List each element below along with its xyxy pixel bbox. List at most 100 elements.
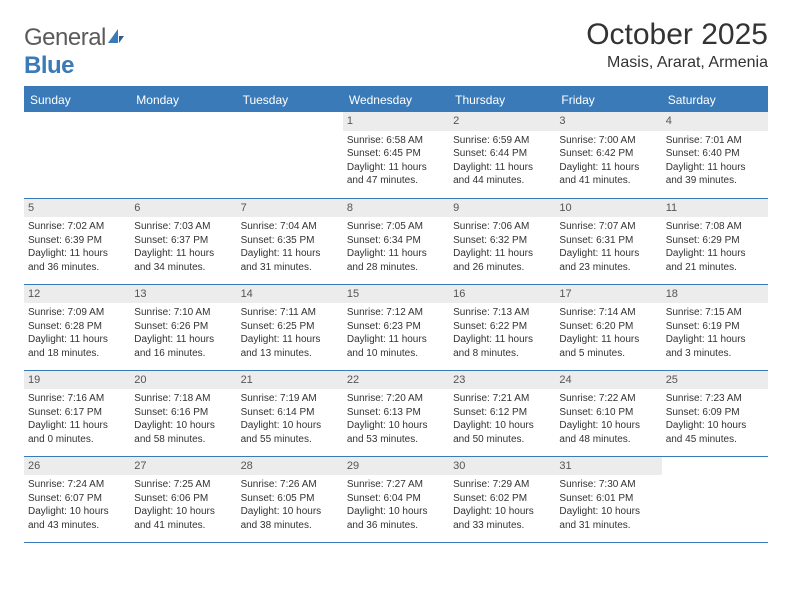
sunset-line: Sunset: 6:09 PM [666,406,764,420]
calendar-cell: 30Sunrise: 7:29 AMSunset: 6:02 PMDayligh… [449,456,555,542]
title-block: October 2025 Masis, Ararat, Armenia [586,18,768,72]
sunrise-line: Sunrise: 7:23 AM [666,392,764,406]
sunrise-line: Sunrise: 7:06 AM [453,220,551,234]
daylight-line: Daylight: 10 hours and 53 minutes. [347,419,445,446]
sunrise-line: Sunrise: 7:18 AM [134,392,232,406]
sunrise-line: Sunrise: 7:00 AM [559,134,657,148]
sunset-line: Sunset: 6:44 PM [453,147,551,161]
day-number: 27 [130,457,236,476]
calendar-row: 19Sunrise: 7:16 AMSunset: 6:17 PMDayligh… [24,370,768,456]
day-number: 29 [343,457,449,476]
calendar-row: 1Sunrise: 6:58 AMSunset: 6:45 PMDaylight… [24,112,768,198]
logo-word-b: Blue [24,52,74,79]
sunrise-line: Sunrise: 7:13 AM [453,306,551,320]
sunset-line: Sunset: 6:28 PM [28,320,126,334]
sunrise-line: Sunrise: 7:16 AM [28,392,126,406]
sunset-line: Sunset: 6:19 PM [666,320,764,334]
sunset-line: Sunset: 6:10 PM [559,406,657,420]
calendar-cell: 10Sunrise: 7:07 AMSunset: 6:31 PMDayligh… [555,198,661,284]
day-number: 4 [662,112,768,131]
daylight-line: Daylight: 10 hours and 41 minutes. [134,505,232,532]
page-title: October 2025 [586,18,768,52]
sunset-line: Sunset: 6:01 PM [559,492,657,506]
day-number: 26 [24,457,130,476]
daylight-line: Daylight: 11 hours and 36 minutes. [28,247,126,274]
sunrise-line: Sunrise: 7:27 AM [347,478,445,492]
sunset-line: Sunset: 6:06 PM [134,492,232,506]
day-number: 30 [449,457,555,476]
sunrise-line: Sunrise: 7:21 AM [453,392,551,406]
sunrise-line: Sunrise: 7:07 AM [559,220,657,234]
daylight-line: Daylight: 11 hours and 41 minutes. [559,161,657,188]
calendar-cell: 19Sunrise: 7:16 AMSunset: 6:17 PMDayligh… [24,370,130,456]
logo-sail-icon [106,24,126,52]
daylight-line: Daylight: 11 hours and 8 minutes. [453,333,551,360]
day-number: 5 [24,199,130,218]
daylight-line: Daylight: 10 hours and 48 minutes. [559,419,657,446]
daylight-line: Daylight: 11 hours and 39 minutes. [666,161,764,188]
day-number: 15 [343,285,449,304]
sunrise-line: Sunrise: 7:11 AM [241,306,339,320]
day-number: 10 [555,199,661,218]
sunset-line: Sunset: 6:45 PM [347,147,445,161]
header: GeneralBlue October 2025 Masis, Ararat, … [24,18,768,80]
day-number: 2 [449,112,555,131]
sunrise-line: Sunrise: 7:14 AM [559,306,657,320]
day-number: 8 [343,199,449,218]
calendar-cell: 6Sunrise: 7:03 AMSunset: 6:37 PMDaylight… [130,198,236,284]
day-number: 20 [130,371,236,390]
sunrise-line: Sunrise: 7:25 AM [134,478,232,492]
day-header: Saturday [662,87,768,112]
day-number: 3 [555,112,661,131]
location-text: Masis, Ararat, Armenia [586,54,768,72]
daylight-line: Daylight: 10 hours and 38 minutes. [241,505,339,532]
sunrise-line: Sunrise: 7:02 AM [28,220,126,234]
calendar-cell: 24Sunrise: 7:22 AMSunset: 6:10 PMDayligh… [555,370,661,456]
sunset-line: Sunset: 6:07 PM [28,492,126,506]
sunset-line: Sunset: 6:26 PM [134,320,232,334]
day-number: 13 [130,285,236,304]
sunset-line: Sunset: 6:23 PM [347,320,445,334]
calendar-row: 5Sunrise: 7:02 AMSunset: 6:39 PMDaylight… [24,198,768,284]
logo-word-a: General [24,24,106,51]
day-number: 17 [555,285,661,304]
daylight-line: Daylight: 11 hours and 28 minutes. [347,247,445,274]
sunset-line: Sunset: 6:22 PM [453,320,551,334]
day-number: 9 [449,199,555,218]
day-number: 18 [662,285,768,304]
sunset-line: Sunset: 6:29 PM [666,234,764,248]
sunrise-line: Sunrise: 7:05 AM [347,220,445,234]
day-header: Thursday [449,87,555,112]
day-header: Tuesday [237,87,343,112]
day-header: Monday [130,87,236,112]
calendar-cell: 12Sunrise: 7:09 AMSunset: 6:28 PMDayligh… [24,284,130,370]
daylight-line: Daylight: 10 hours and 50 minutes. [453,419,551,446]
calendar-cell: 21Sunrise: 7:19 AMSunset: 6:14 PMDayligh… [237,370,343,456]
calendar-cell: 17Sunrise: 7:14 AMSunset: 6:20 PMDayligh… [555,284,661,370]
calendar-cell: 18Sunrise: 7:15 AMSunset: 6:19 PMDayligh… [662,284,768,370]
calendar-cell: 8 Sunrise: 7:05 AMSunset: 6:34 PMDaylight… [343,198,449,284]
sunset-line: Sunset: 6:34 PM [347,234,445,248]
daylight-line: Daylight: 11 hours and 18 minutes. [28,333,126,360]
sunrise-line: Sunrise: 7:08 AM [666,220,764,234]
calendar-cell: 16Sunrise: 7:13 AMSunset: 6:22 PMDayligh… [449,284,555,370]
daylight-line: Daylight: 11 hours and 23 minutes. [559,247,657,274]
day-number: 25 [662,371,768,390]
daylight-line: Daylight: 11 hours and 21 minutes. [666,247,764,274]
daylight-line: Daylight: 11 hours and 5 minutes. [559,333,657,360]
calendar-cell: 26Sunrise: 7:24 AMSunset: 6:07 PMDayligh… [24,456,130,542]
calendar-cell [130,112,236,198]
daylight-line: Daylight: 11 hours and 10 minutes. [347,333,445,360]
calendar-cell: 1Sunrise: 6:58 AMSunset: 6:45 PMDaylight… [343,112,449,198]
daylight-line: Daylight: 11 hours and 3 minutes. [666,333,764,360]
day-number: 31 [555,457,661,476]
calendar-table: SundayMondayTuesdayWednesdayThursdayFrid… [24,86,768,543]
day-number: 22 [343,371,449,390]
daylight-line: Daylight: 10 hours and 55 minutes. [241,419,339,446]
calendar-cell: 3Sunrise: 7:00 AMSunset: 6:42 PMDaylight… [555,112,661,198]
sunset-line: Sunset: 6:39 PM [28,234,126,248]
calendar-head: SundayMondayTuesdayWednesdayThursdayFrid… [24,87,768,112]
day-header: Friday [555,87,661,112]
sunrise-line: Sunrise: 7:26 AM [241,478,339,492]
sunrise-line: Sunrise: 7:24 AM [28,478,126,492]
